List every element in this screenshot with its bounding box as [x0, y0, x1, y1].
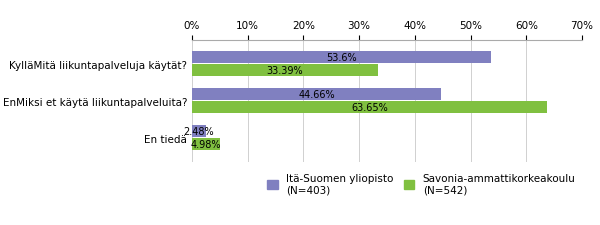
- Text: 33.39%: 33.39%: [267, 66, 304, 76]
- Text: 63.65%: 63.65%: [351, 103, 388, 113]
- Bar: [192, 139, 220, 151]
- Text: 53.6%: 53.6%: [326, 53, 356, 63]
- Legend: Itä-Suomen yliopisto
(N=403), Savonia-ammattikorkeakoulu
(N=542): Itä-Suomen yliopisto (N=403), Savonia-am…: [268, 173, 575, 195]
- Text: 2.48%: 2.48%: [184, 126, 214, 136]
- Bar: [192, 89, 441, 101]
- Text: 4.98%: 4.98%: [191, 140, 221, 150]
- Bar: [192, 65, 378, 77]
- Bar: [192, 52, 491, 64]
- Text: 44.66%: 44.66%: [298, 90, 335, 100]
- Bar: [192, 102, 547, 114]
- Bar: [192, 126, 206, 137]
